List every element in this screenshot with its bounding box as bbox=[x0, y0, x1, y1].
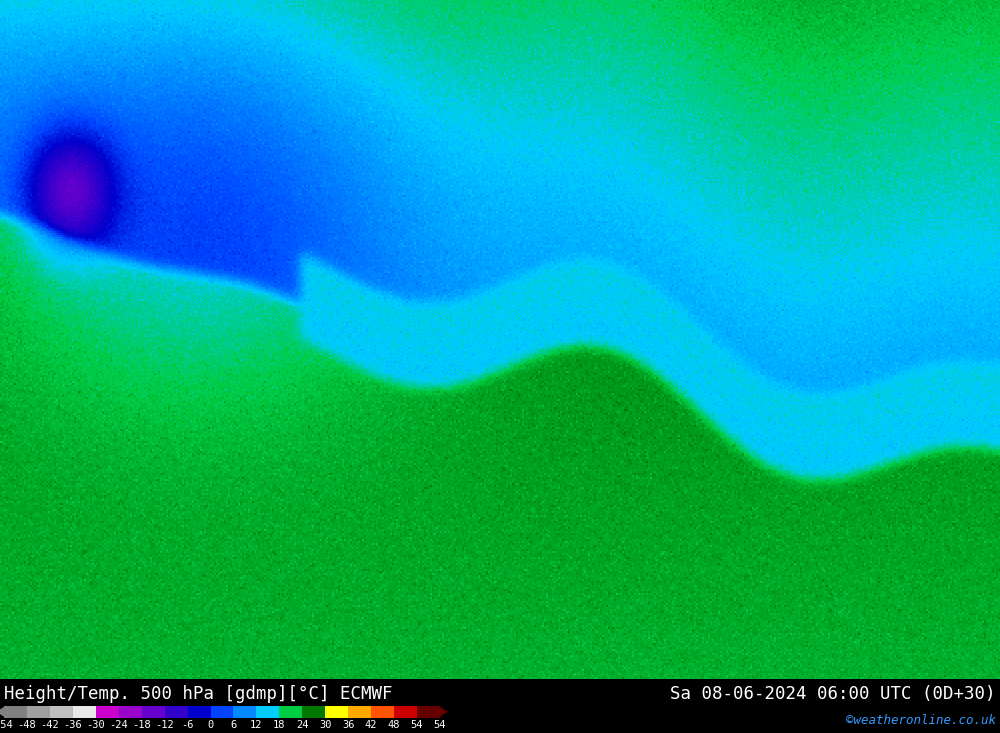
FancyArrow shape bbox=[439, 707, 448, 718]
Bar bbox=[211, 706, 234, 718]
Text: 18: 18 bbox=[273, 720, 286, 730]
Text: 48: 48 bbox=[388, 720, 400, 730]
Text: 0: 0 bbox=[207, 720, 214, 730]
Text: -24: -24 bbox=[109, 720, 128, 730]
Bar bbox=[119, 706, 142, 718]
Bar bbox=[417, 706, 440, 718]
Bar bbox=[302, 706, 326, 718]
Text: 54: 54 bbox=[411, 720, 423, 730]
Bar bbox=[142, 706, 165, 718]
Bar bbox=[394, 706, 417, 718]
Text: -42: -42 bbox=[41, 720, 59, 730]
Text: -48: -48 bbox=[18, 720, 36, 730]
Bar bbox=[188, 706, 211, 718]
Text: 12: 12 bbox=[250, 720, 263, 730]
Bar bbox=[73, 706, 96, 718]
Text: Sa 08-06-2024 06:00 UTC (0D+30): Sa 08-06-2024 06:00 UTC (0D+30) bbox=[670, 685, 996, 702]
Text: Height/Temp. 500 hPa [gdmp][°C] ECMWF: Height/Temp. 500 hPa [gdmp][°C] ECMWF bbox=[4, 685, 392, 702]
Text: ©weatheronline.co.uk: ©weatheronline.co.uk bbox=[846, 714, 996, 727]
Bar bbox=[50, 706, 73, 718]
Text: 36: 36 bbox=[342, 720, 354, 730]
Bar bbox=[279, 706, 303, 718]
Bar bbox=[233, 706, 257, 718]
Text: -36: -36 bbox=[63, 720, 82, 730]
Text: -12: -12 bbox=[155, 720, 174, 730]
Bar bbox=[27, 706, 50, 718]
Bar bbox=[165, 706, 188, 718]
Text: -54: -54 bbox=[0, 720, 13, 730]
Text: 24: 24 bbox=[296, 720, 309, 730]
Bar bbox=[325, 706, 349, 718]
Text: -6: -6 bbox=[181, 720, 194, 730]
Bar bbox=[4, 706, 27, 718]
Text: 42: 42 bbox=[365, 720, 377, 730]
Bar bbox=[256, 706, 280, 718]
Bar bbox=[348, 706, 371, 718]
Text: 30: 30 bbox=[319, 720, 332, 730]
Text: 6: 6 bbox=[230, 720, 237, 730]
Bar bbox=[96, 706, 119, 718]
FancyArrow shape bbox=[0, 707, 5, 718]
Bar bbox=[371, 706, 394, 718]
Text: -30: -30 bbox=[86, 720, 105, 730]
Text: -18: -18 bbox=[132, 720, 151, 730]
Text: 54: 54 bbox=[434, 720, 446, 730]
